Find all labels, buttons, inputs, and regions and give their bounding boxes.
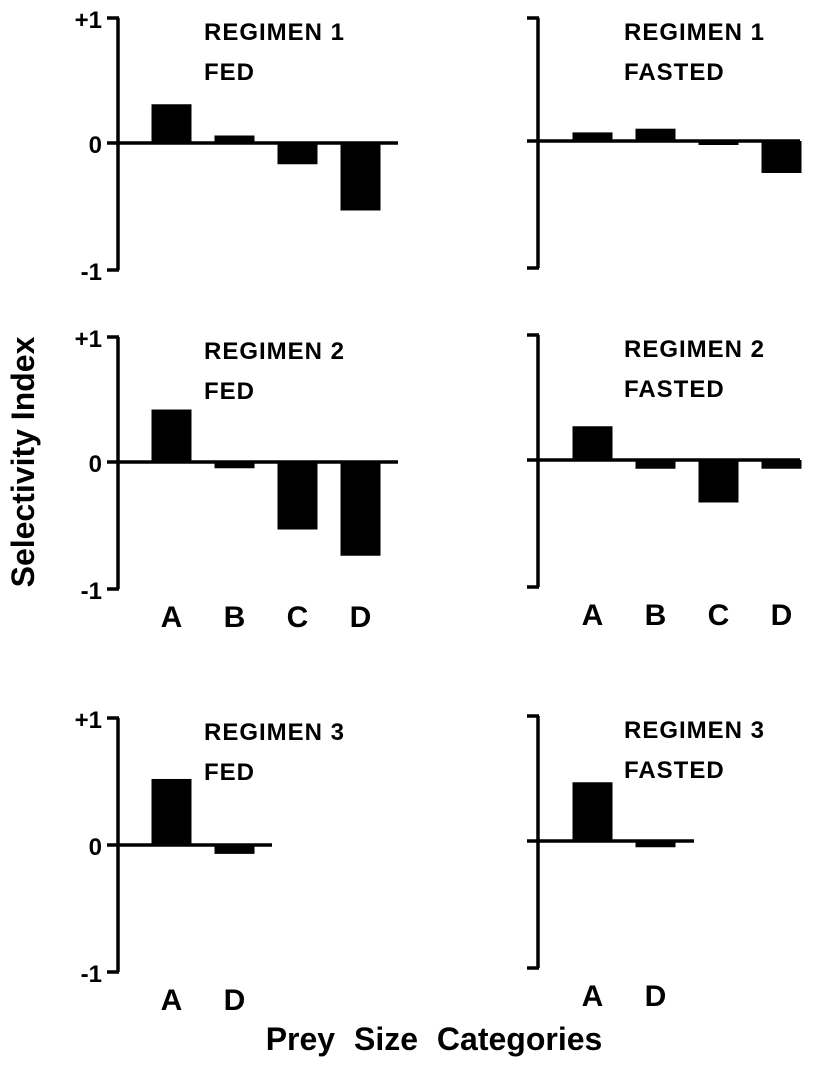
category-label: D [350,601,372,634]
panel-title-line: FED [204,378,255,405]
category-label: B [224,601,246,634]
panel-5: +1 0 -1 REGIMEN 3 FED A D [75,707,345,1017]
bar-C [698,460,739,503]
bar-A [572,132,613,141]
panel-3: +1 0 -1 REGIMEN 2 FED A B C D [75,326,398,634]
bar-D [761,460,802,469]
category-label: B [645,599,667,632]
bar-C [698,141,739,145]
category-label: A [161,984,183,1017]
x-axis-label: Prey Size Categories [266,1021,603,1057]
panel-title-line: FASTED [624,376,725,403]
bar-C [277,143,318,165]
category-label: D [645,980,667,1013]
panel-title-line: REGIMEN 1 [624,19,765,46]
panels: +1 0 -1 REGIMEN 1 FED REGIMEN 1 FASTED +1 0 -1 REG… [75,7,802,1017]
bar-A [572,426,613,460]
y-tick-label: +1 [75,7,102,34]
y-tick-label: 0 [89,834,102,861]
panel-4: REGIMEN 2 FASTED A B C D [527,333,802,632]
category-label: A [582,980,604,1013]
panel-title-line: REGIMEN 2 [204,338,345,365]
bar-D [635,841,676,848]
bar-D [340,143,381,211]
bar-D [214,845,255,854]
bar-A [572,782,613,841]
bar-A [151,104,192,143]
y-tick-label: 0 [89,451,102,478]
panel-2: REGIMEN 1 FASTED [527,16,802,270]
bar-D [340,462,381,556]
y-tick-label: +1 [75,326,102,353]
category-label: A [582,599,604,632]
bar-B [635,128,676,141]
category-label: C [287,601,309,634]
panel-title-line: REGIMEN 3 [624,717,765,744]
category-label: D [224,984,246,1017]
y-axis-label: Selectivity Index [5,336,41,587]
bar-B [214,135,255,143]
panel-title-line: REGIMEN 2 [624,336,765,363]
panel-title-line: FED [204,59,255,86]
bar-D [761,141,802,173]
y-tick-label: -1 [81,259,102,286]
bar-B [635,460,676,469]
bar-B [214,462,255,469]
panel-title-line: REGIMEN 1 [204,19,345,46]
category-label: C [708,599,730,632]
bar-A [151,778,192,845]
panel-6: REGIMEN 3 FASTED A D [527,714,765,1013]
panel-1: +1 0 -1 REGIMEN 1 FED [75,7,398,286]
category-label: D [771,599,793,632]
y-tick-label: +1 [75,707,102,734]
panel-title-line: FASTED [624,757,725,784]
y-tick-label: -1 [81,578,102,605]
panel-title-line: FED [204,759,255,786]
bar-A [151,409,192,462]
panel-title-line: REGIMEN 3 [204,719,345,746]
y-tick-label: 0 [89,132,102,159]
y-tick-label: -1 [81,961,102,988]
panel-title-line: FASTED [624,59,725,86]
category-label: A [161,601,183,634]
bar-C [277,462,318,530]
